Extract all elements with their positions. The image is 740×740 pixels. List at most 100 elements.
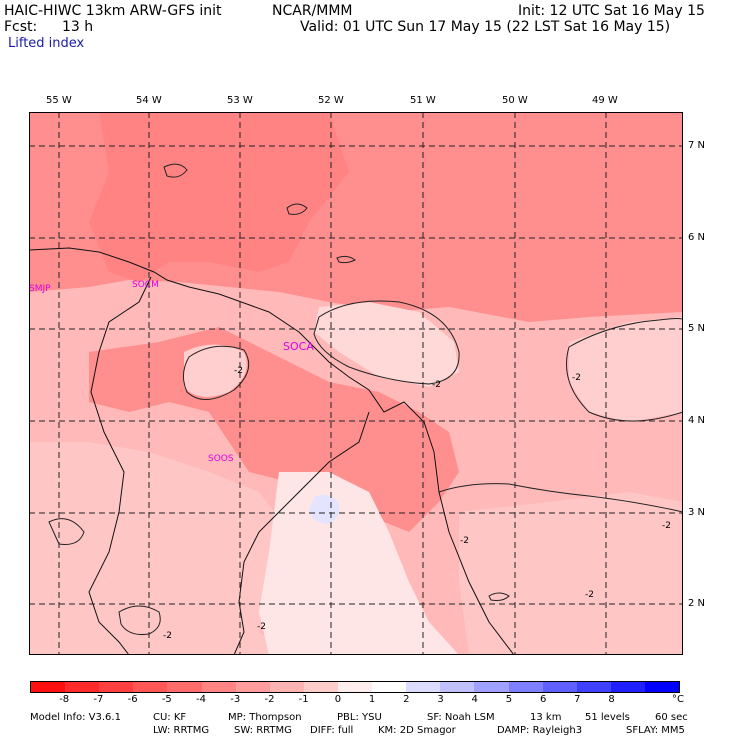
shade-mid bbox=[89, 327, 459, 532]
colorbar-segment bbox=[201, 682, 236, 692]
colorbar-tick-label: -7 bbox=[93, 694, 104, 705]
contour-label: -2 bbox=[234, 366, 243, 376]
fcst-label: Fcst: bbox=[4, 19, 38, 35]
footer-pbl: PBL: YSU bbox=[337, 712, 382, 723]
map-frame bbox=[29, 112, 683, 655]
lon-label-52w: 52 W bbox=[318, 95, 344, 106]
colorbar-tick-label: 3 bbox=[437, 694, 444, 705]
colorbar-tick-label: -8 bbox=[59, 694, 70, 705]
colorbar-segment bbox=[406, 682, 441, 692]
colorbar-segment bbox=[167, 682, 202, 692]
footer-dt: 60 sec bbox=[655, 712, 688, 723]
map-plot bbox=[29, 112, 683, 655]
lat-label-4n: 4 N bbox=[688, 415, 706, 426]
colorbar-tick-label: 7 bbox=[574, 694, 581, 705]
colorbar-tick-label: -2 bbox=[264, 694, 275, 705]
station-soos: SOOS bbox=[208, 454, 234, 464]
contour-small-e bbox=[488, 592, 510, 601]
colorbar-segment bbox=[31, 682, 66, 692]
colorbar-tick-label: 2 bbox=[403, 694, 410, 705]
valid-time: Valid: 01 UTC Sun 17 May 15 (22 LST Sat … bbox=[300, 19, 671, 35]
contour-ne-oval bbox=[313, 300, 460, 385]
colorbar-segment bbox=[644, 682, 680, 692]
contour-e-blob bbox=[566, 318, 683, 422]
contour-label: -2 bbox=[432, 380, 441, 390]
org-label: NCAR/MMM bbox=[272, 3, 353, 19]
contour-se bbox=[438, 483, 683, 513]
colorbar-segment bbox=[99, 682, 134, 692]
lon-label-55w: 55 W bbox=[46, 95, 72, 106]
border-suriname-w bbox=[88, 276, 152, 655]
colorbar-segment bbox=[303, 682, 338, 692]
contour-label: -2 bbox=[662, 521, 671, 531]
init-time: Init: 12 UTC Sat 16 May 15 bbox=[518, 3, 705, 19]
contour-label: -2 bbox=[257, 622, 266, 632]
shade-light-w bbox=[184, 344, 247, 397]
contour-label: -2 bbox=[460, 536, 469, 546]
contour-label: -2 bbox=[585, 590, 594, 600]
contour-label: -2 bbox=[572, 373, 581, 383]
coastline bbox=[29, 247, 515, 655]
shade-light-south bbox=[29, 442, 289, 655]
contour-w-oval bbox=[183, 345, 250, 400]
footer-sf: SF: Noah LSM bbox=[427, 712, 495, 723]
colorbar-segment bbox=[542, 682, 577, 692]
lat-label-2n: 2 N bbox=[688, 598, 706, 609]
colorbar-tick-label: -6 bbox=[127, 694, 138, 705]
shade-light-e bbox=[569, 317, 683, 422]
footer-sw: SW: RRTMG bbox=[234, 725, 292, 736]
shade-north-dark bbox=[89, 112, 349, 282]
colorbar-tick-label: 4 bbox=[471, 694, 478, 705]
footer-sflay: SFLAY: MM5 bbox=[626, 725, 685, 736]
colorbar-segment bbox=[474, 682, 509, 692]
border-guiana-fg bbox=[233, 411, 370, 655]
footer-model-info: Model Info: V3.6.1 bbox=[30, 712, 121, 723]
colorbar-tick-label: 0 bbox=[334, 694, 342, 705]
shade-light-east bbox=[459, 492, 683, 655]
contour-north-3 bbox=[336, 255, 356, 264]
colorbar-tick-label: -5 bbox=[161, 694, 172, 705]
field-name: Lifted index bbox=[8, 36, 85, 51]
shade-lightest bbox=[259, 472, 459, 655]
colorbar-tick-label: 8 bbox=[608, 694, 615, 705]
colorbar-segment bbox=[610, 682, 645, 692]
fcst-value: 13 h bbox=[62, 19, 94, 35]
footer-levels: 51 levels bbox=[585, 712, 630, 723]
footer-lw: LW: RRTMG bbox=[153, 725, 210, 736]
station-socm: SOCM bbox=[132, 280, 159, 290]
contour-north-1 bbox=[163, 163, 188, 178]
footer-mp: MP: Thompson bbox=[228, 712, 302, 723]
colorbar-segment bbox=[372, 682, 407, 692]
contour-south-w bbox=[118, 605, 161, 635]
footer-res: 13 km bbox=[530, 712, 562, 723]
lat-label-7n: 7 N bbox=[688, 140, 706, 151]
colorbar-segment bbox=[235, 682, 270, 692]
contour-label: -2 bbox=[163, 631, 172, 641]
colorbar-segment bbox=[269, 682, 304, 692]
contour-sw bbox=[48, 518, 85, 545]
lon-label-54w: 54 W bbox=[136, 95, 162, 106]
lon-label-53w: 53 W bbox=[227, 95, 253, 106]
lon-label-49w: 49 W bbox=[592, 95, 618, 106]
colorbar-tick-label: -1 bbox=[298, 694, 309, 705]
footer-diff: DIFF: full bbox=[310, 725, 354, 736]
colorbar-segment bbox=[65, 682, 100, 692]
station-soca: SOCA bbox=[283, 340, 314, 353]
shade-positive bbox=[309, 494, 340, 524]
colorbar-segment bbox=[508, 682, 543, 692]
lat-label-6n: 6 N bbox=[688, 232, 706, 243]
colorbar-tick-label: -3 bbox=[230, 694, 241, 705]
contour-north-2 bbox=[286, 203, 308, 215]
colorbar-segment bbox=[576, 682, 611, 692]
footer-cu: CU: KF bbox=[153, 712, 187, 723]
colorbar-segment bbox=[133, 682, 168, 692]
colorbar-tick-label: -4 bbox=[196, 694, 207, 705]
lat-label-5n: 5 N bbox=[688, 323, 706, 334]
colorbar-tick-label: 5 bbox=[505, 694, 513, 705]
colorbar-tick-label: 1 bbox=[368, 694, 376, 705]
footer-damp: DAMP: Rayleigh3 bbox=[497, 725, 583, 736]
lon-label-50w: 50 W bbox=[502, 95, 528, 106]
colorbar-segment bbox=[440, 682, 475, 692]
colorbar-tick-label: 6 bbox=[539, 694, 547, 705]
lon-label-51w: 51 W bbox=[410, 95, 436, 106]
